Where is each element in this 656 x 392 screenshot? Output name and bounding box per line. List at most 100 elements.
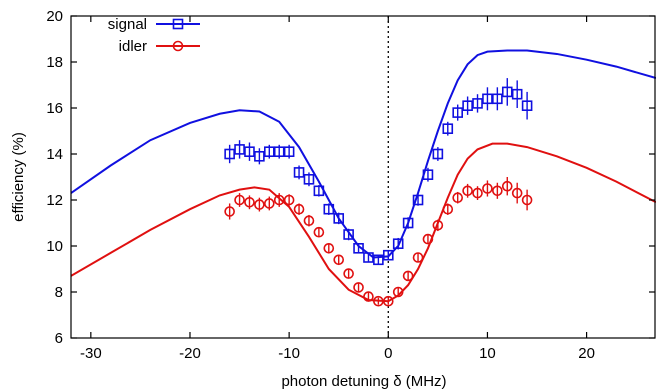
idler-data-point bbox=[442, 203, 454, 215]
idler-data-point bbox=[224, 203, 235, 220]
signal-marker bbox=[482, 93, 493, 105]
y-tick-label: 8 bbox=[55, 284, 63, 301]
signal-data-point bbox=[492, 87, 503, 111]
idler-data-point bbox=[313, 226, 325, 238]
idler-data-point bbox=[492, 182, 503, 199]
signal-marker bbox=[353, 243, 364, 254]
idler-fit-curve bbox=[71, 142, 656, 303]
idler-marker bbox=[452, 192, 463, 203]
x-tick-label: -30 bbox=[80, 345, 102, 362]
signal-marker bbox=[472, 98, 483, 109]
idler-data-point bbox=[303, 214, 315, 227]
x-tick-label: 10 bbox=[479, 345, 496, 362]
idler-marker bbox=[363, 291, 374, 302]
signal-data-point bbox=[333, 212, 345, 225]
signal-data-point bbox=[422, 167, 434, 182]
signal-data-point bbox=[363, 252, 374, 263]
idler-marker bbox=[323, 243, 335, 254]
signal-data-point bbox=[412, 194, 424, 206]
idler-marker bbox=[412, 252, 424, 263]
idler-marker bbox=[244, 197, 255, 208]
signal-fit-curve bbox=[71, 49, 656, 259]
signal-data-point bbox=[442, 121, 454, 136]
idler-data-point bbox=[392, 286, 404, 298]
signal-marker bbox=[363, 252, 374, 263]
legend-keys bbox=[156, 18, 200, 52]
signal-marker bbox=[402, 217, 414, 229]
signal-data-point bbox=[353, 243, 364, 254]
signal-marker bbox=[442, 123, 454, 134]
legend-label-idler: idler bbox=[119, 38, 147, 55]
signal-marker bbox=[521, 100, 533, 111]
idler-data-point bbox=[402, 270, 414, 282]
idler-marker bbox=[382, 295, 394, 307]
plot-frame bbox=[70, 15, 656, 339]
signal-marker bbox=[283, 146, 295, 157]
idler-marker bbox=[254, 199, 265, 210]
signal-data-point bbox=[432, 147, 444, 161]
y-tick-label: 14 bbox=[46, 146, 63, 163]
idler-data-point bbox=[234, 193, 245, 207]
idler-data-point bbox=[293, 203, 305, 215]
idler-data-point bbox=[283, 194, 295, 206]
idler-marker bbox=[234, 194, 245, 206]
signal-marker bbox=[452, 107, 463, 118]
signal-data-point bbox=[472, 94, 483, 113]
idler-marker bbox=[373, 295, 384, 307]
y-tick-label: 10 bbox=[46, 238, 63, 255]
idler-data-point bbox=[273, 193, 285, 207]
signal-marker bbox=[422, 169, 434, 180]
idler-marker bbox=[462, 185, 473, 197]
idler-marker bbox=[402, 270, 414, 282]
idler-data-point bbox=[373, 295, 384, 307]
idler-marker bbox=[482, 183, 493, 194]
y-axis-label: efficiency (%) bbox=[10, 132, 27, 222]
signal-marker bbox=[432, 148, 444, 160]
idler-marker bbox=[521, 194, 533, 206]
x-tick-label: 0 bbox=[384, 345, 392, 362]
signal-data-point bbox=[234, 140, 245, 159]
idler-data-point bbox=[452, 191, 463, 204]
signal-data-point bbox=[283, 144, 295, 159]
idler-data-point bbox=[521, 189, 533, 211]
idler-marker bbox=[264, 198, 275, 209]
signal-data-point bbox=[224, 144, 235, 164]
signal-marker bbox=[293, 167, 305, 178]
fit-curves-layer bbox=[71, 49, 656, 303]
idler-marker bbox=[422, 233, 434, 245]
idler-data-point bbox=[254, 197, 265, 212]
x-tick-label: -10 bbox=[278, 345, 300, 362]
signal-data-point bbox=[382, 249, 394, 261]
idler-data-point bbox=[333, 254, 345, 266]
signal-data-point bbox=[373, 254, 384, 266]
idler-marker bbox=[432, 220, 444, 231]
x-tick-label: -20 bbox=[179, 345, 201, 362]
idler-marker bbox=[333, 254, 345, 266]
idler-marker bbox=[353, 282, 364, 293]
idler-data-point bbox=[323, 243, 335, 254]
signal-data-point bbox=[293, 165, 305, 180]
y-tick-label: 20 bbox=[46, 8, 63, 25]
signal-marker bbox=[373, 254, 384, 266]
signal-marker bbox=[313, 185, 325, 197]
signal-data-point bbox=[264, 144, 275, 159]
signal-data-point bbox=[313, 185, 325, 197]
y-tick-label: 12 bbox=[46, 192, 63, 209]
signal-marker bbox=[511, 88, 523, 100]
signal-marker bbox=[264, 146, 275, 157]
idler-marker bbox=[293, 203, 305, 215]
signal-data-point bbox=[343, 228, 354, 241]
signal-marker bbox=[392, 238, 404, 249]
legend-marker-signal bbox=[172, 18, 184, 30]
idler-marker bbox=[511, 187, 523, 199]
signal-marker bbox=[343, 229, 354, 240]
idler-data-point bbox=[462, 183, 473, 198]
signal-data-point bbox=[392, 237, 404, 250]
idler-marker bbox=[442, 203, 454, 215]
idler-marker bbox=[283, 194, 295, 206]
signal-data-point bbox=[273, 144, 285, 159]
signal-data-point bbox=[254, 148, 265, 165]
signal-marker bbox=[323, 203, 335, 215]
signal-data-point bbox=[323, 203, 335, 215]
x-axis-label: photon detuning δ (MHz) bbox=[281, 373, 446, 390]
